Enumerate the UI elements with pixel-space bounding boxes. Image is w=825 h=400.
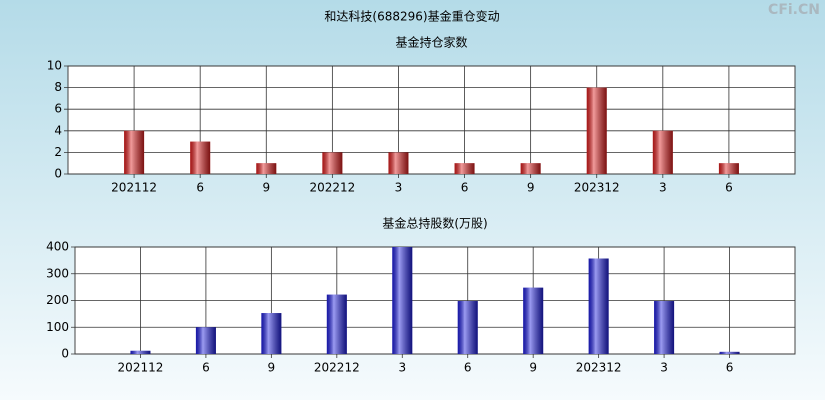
x-tick-label: 6 [726, 361, 734, 375]
chart-title: 基金总持股数(万股) [382, 216, 487, 231]
x-tick-label: 202312 [574, 181, 620, 195]
bar [130, 350, 151, 354]
page-title: 和达科技(688296)基金重仓变动 [324, 9, 499, 24]
bar [652, 130, 673, 174]
bar [719, 351, 740, 354]
y-tick-label: 100 [46, 320, 69, 334]
x-tick-label: 3 [659, 181, 667, 195]
y-tick-label: 10 [47, 59, 62, 73]
bar [195, 327, 216, 354]
y-tick-label: 0 [61, 347, 69, 361]
bar [322, 152, 343, 174]
x-tick-label: 202212 [314, 361, 360, 375]
bar [718, 163, 739, 174]
bar [457, 301, 478, 354]
x-tick-label: 6 [461, 181, 469, 195]
bar [124, 130, 145, 174]
y-tick-label: 200 [46, 293, 69, 307]
y-tick-label: 400 [46, 240, 69, 254]
y-tick-label: 4 [54, 123, 62, 137]
chart-title: 基金持仓家数 [395, 35, 467, 50]
x-tick-label: 202212 [309, 181, 355, 195]
bar [586, 87, 607, 174]
y-tick-label: 2 [54, 145, 62, 159]
bar [454, 163, 475, 174]
bar [588, 258, 609, 354]
x-tick-label: 9 [529, 361, 537, 375]
x-tick-label: 3 [395, 181, 403, 195]
bar [388, 152, 409, 174]
bar [523, 287, 544, 354]
y-tick-label: 300 [46, 266, 69, 280]
x-tick-label: 3 [398, 361, 406, 375]
x-tick-label: 202312 [576, 361, 622, 375]
bar [256, 163, 277, 174]
x-tick-label: 3 [660, 361, 668, 375]
x-tick-label: 202112 [111, 181, 157, 195]
x-tick-label: 9 [527, 181, 535, 195]
x-tick-label: 6 [202, 361, 210, 375]
plot-area [67, 65, 796, 175]
x-tick-label: 6 [196, 181, 204, 195]
bar [190, 141, 211, 174]
y-tick-label: 8 [54, 80, 62, 94]
y-tick-label: 0 [54, 167, 62, 181]
bar [392, 247, 413, 354]
bar [326, 294, 347, 354]
watermark: CFi.CN [768, 2, 820, 18]
bar [654, 301, 675, 354]
y-tick-label: 6 [54, 102, 62, 116]
x-tick-label: 6 [464, 361, 472, 375]
bar [261, 313, 282, 354]
x-tick-label: 202112 [118, 361, 164, 375]
bar [520, 163, 541, 174]
x-tick-label: 9 [268, 361, 276, 375]
x-tick-label: 9 [262, 181, 270, 195]
x-tick-label: 6 [725, 181, 733, 195]
